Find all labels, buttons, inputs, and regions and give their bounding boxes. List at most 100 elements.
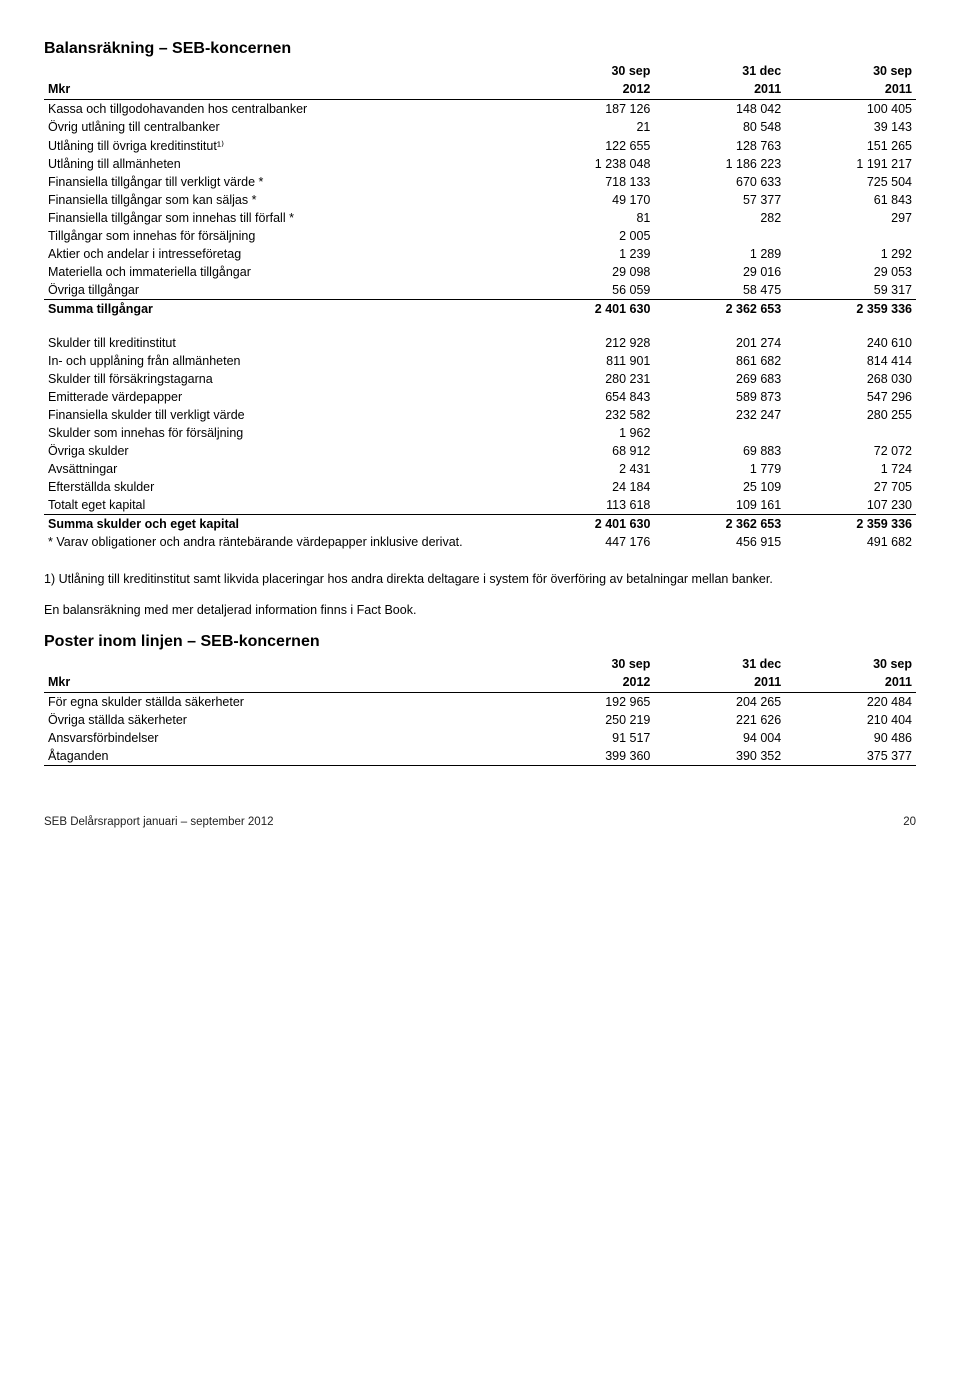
row-value: 232 582 — [532, 406, 654, 424]
row-value: 814 414 — [785, 352, 916, 370]
row-value: 268 030 — [785, 370, 916, 388]
footnote-1: 1) Utlåning till kreditinstitut samt lik… — [44, 571, 916, 588]
footer-text: SEB Delårsrapport januari – september 20… — [44, 816, 274, 828]
liabilities-sum-row: Summa skulder och eget kapital 2 401 630… — [44, 515, 916, 534]
row-value: 29 053 — [785, 263, 916, 281]
row-value: 29 098 — [532, 263, 654, 281]
note-value: 491 682 — [785, 533, 916, 551]
row-value: 128 763 — [654, 136, 785, 155]
row-value: 2 005 — [532, 227, 654, 245]
row-label: Emitterade värdepapper — [44, 388, 532, 406]
row-label: Finansiella tillgångar som kan säljas * — [44, 191, 532, 209]
row-value: 29 016 — [654, 263, 785, 281]
sum-value: 2 359 336 — [785, 515, 916, 534]
row-value: 1 962 — [532, 424, 654, 442]
row-value: 390 352 — [654, 747, 785, 766]
row-value: 861 682 — [654, 352, 785, 370]
note-value: 447 176 — [532, 533, 654, 551]
header-dates-row: 30 sep 31 dec 30 sep — [44, 653, 916, 673]
header-date: 30 sep — [785, 60, 916, 80]
table-row: Avsättningar2 4311 7791 724 — [44, 460, 916, 478]
header-date: 31 dec — [654, 60, 785, 80]
row-value: 61 843 — [785, 191, 916, 209]
table-row: Utlåning till allmänheten1 238 0481 186 … — [44, 155, 916, 173]
page-number: 20 — [903, 816, 916, 828]
table-row: Övriga ställda säkerheter250 219221 6262… — [44, 711, 916, 729]
table-row: Finansiella skulder till verkligt värde2… — [44, 406, 916, 424]
row-value: 109 161 — [654, 496, 785, 515]
row-value: 654 843 — [532, 388, 654, 406]
off-balance-table: 30 sep 31 dec 30 sep Mkr 2012 2011 2011 … — [44, 653, 916, 766]
row-value: 56 059 — [532, 281, 654, 300]
row-value: 80 548 — [654, 118, 785, 136]
header-dates-row: 30 sep 31 dec 30 sep — [44, 60, 916, 80]
table-row: Åtaganden399 360390 352375 377 — [44, 747, 916, 766]
footnote-2: En balansräkning med mer detaljerad info… — [44, 602, 916, 619]
off-balance-title: Poster inom linjen – SEB-koncernen — [44, 633, 916, 651]
row-value: 100 405 — [785, 100, 916, 119]
row-value: 27 705 — [785, 478, 916, 496]
balance-sheet-title: Balansräkning – SEB-koncernen — [44, 40, 916, 58]
row-value: 113 618 — [532, 496, 654, 515]
row-value: 21 — [532, 118, 654, 136]
table-row: In- och upplåning från allmänheten811 90… — [44, 352, 916, 370]
row-label: Utlåning till övriga kreditinstitut¹⁾ — [44, 136, 532, 155]
row-value: 49 170 — [532, 191, 654, 209]
table-row: Materiella och immateriella tillgångar29… — [44, 263, 916, 281]
sum-value: 2 359 336 — [785, 300, 916, 319]
row-value: 221 626 — [654, 711, 785, 729]
row-value: 72 072 — [785, 442, 916, 460]
row-value: 210 404 — [785, 711, 916, 729]
row-value: 240 610 — [785, 334, 916, 352]
table-row: Övrig utlåning till centralbanker2180 54… — [44, 118, 916, 136]
row-value: 1 289 — [654, 245, 785, 263]
sum-value: 2 362 653 — [654, 515, 785, 534]
header-date: 30 sep — [785, 653, 916, 673]
row-value: 670 633 — [654, 173, 785, 191]
row-value: 151 265 — [785, 136, 916, 155]
row-value: 201 274 — [654, 334, 785, 352]
header-year: 2011 — [785, 80, 916, 100]
header-years-row: Mkr 2012 2011 2011 — [44, 80, 916, 100]
row-value: 122 655 — [532, 136, 654, 155]
header-date: 30 sep — [532, 60, 654, 80]
row-value: 25 109 — [654, 478, 785, 496]
page-footer: SEB Delårsrapport januari – september 20… — [44, 786, 916, 828]
table-row: Skulder till försäkringstagarna280 23126… — [44, 370, 916, 388]
row-label: Finansiella skulder till verkligt värde — [44, 406, 532, 424]
row-value — [785, 424, 916, 442]
header-year: 2011 — [654, 80, 785, 100]
table-row: Utlåning till övriga kreditinstitut¹⁾122… — [44, 136, 916, 155]
header-year: 2011 — [785, 673, 916, 693]
row-value: 204 265 — [654, 692, 785, 711]
row-label: Tillgångar som innehas för försäljning — [44, 227, 532, 245]
row-label: Skulder som innehas för försäljning — [44, 424, 532, 442]
row-label: Övriga ställda säkerheter — [44, 711, 532, 729]
row-value: 81 — [532, 209, 654, 227]
table-row: Ansvarsförbindelser91 51794 00490 486 — [44, 729, 916, 747]
table-row: Kassa och tillgodohavanden hos centralba… — [44, 100, 916, 119]
row-value: 282 — [654, 209, 785, 227]
row-value: 269 683 — [654, 370, 785, 388]
table-row: Emitterade värdepapper654 843589 873547 … — [44, 388, 916, 406]
header-years-row: Mkr 2012 2011 2011 — [44, 673, 916, 693]
row-value: 39 143 — [785, 118, 916, 136]
sum-value: 2 401 630 — [532, 515, 654, 534]
row-value: 375 377 — [785, 747, 916, 766]
row-label: In- och upplåning från allmänheten — [44, 352, 532, 370]
row-value: 250 219 — [532, 711, 654, 729]
note-value: 456 915 — [654, 533, 785, 551]
row-value: 192 965 — [532, 692, 654, 711]
row-value — [785, 227, 916, 245]
row-value: 232 247 — [654, 406, 785, 424]
row-value: 148 042 — [654, 100, 785, 119]
sum-value: 2 401 630 — [532, 300, 654, 319]
row-label: Efterställda skulder — [44, 478, 532, 496]
row-value: 1 238 048 — [532, 155, 654, 173]
row-value: 547 296 — [785, 388, 916, 406]
table-row: Totalt eget kapital113 618109 161107 230 — [44, 496, 916, 515]
row-label: Finansiella tillgångar till verkligt vär… — [44, 173, 532, 191]
table-row: Finansiella tillgångar till verkligt vär… — [44, 173, 916, 191]
row-value: 24 184 — [532, 478, 654, 496]
sum-value: 2 362 653 — [654, 300, 785, 319]
